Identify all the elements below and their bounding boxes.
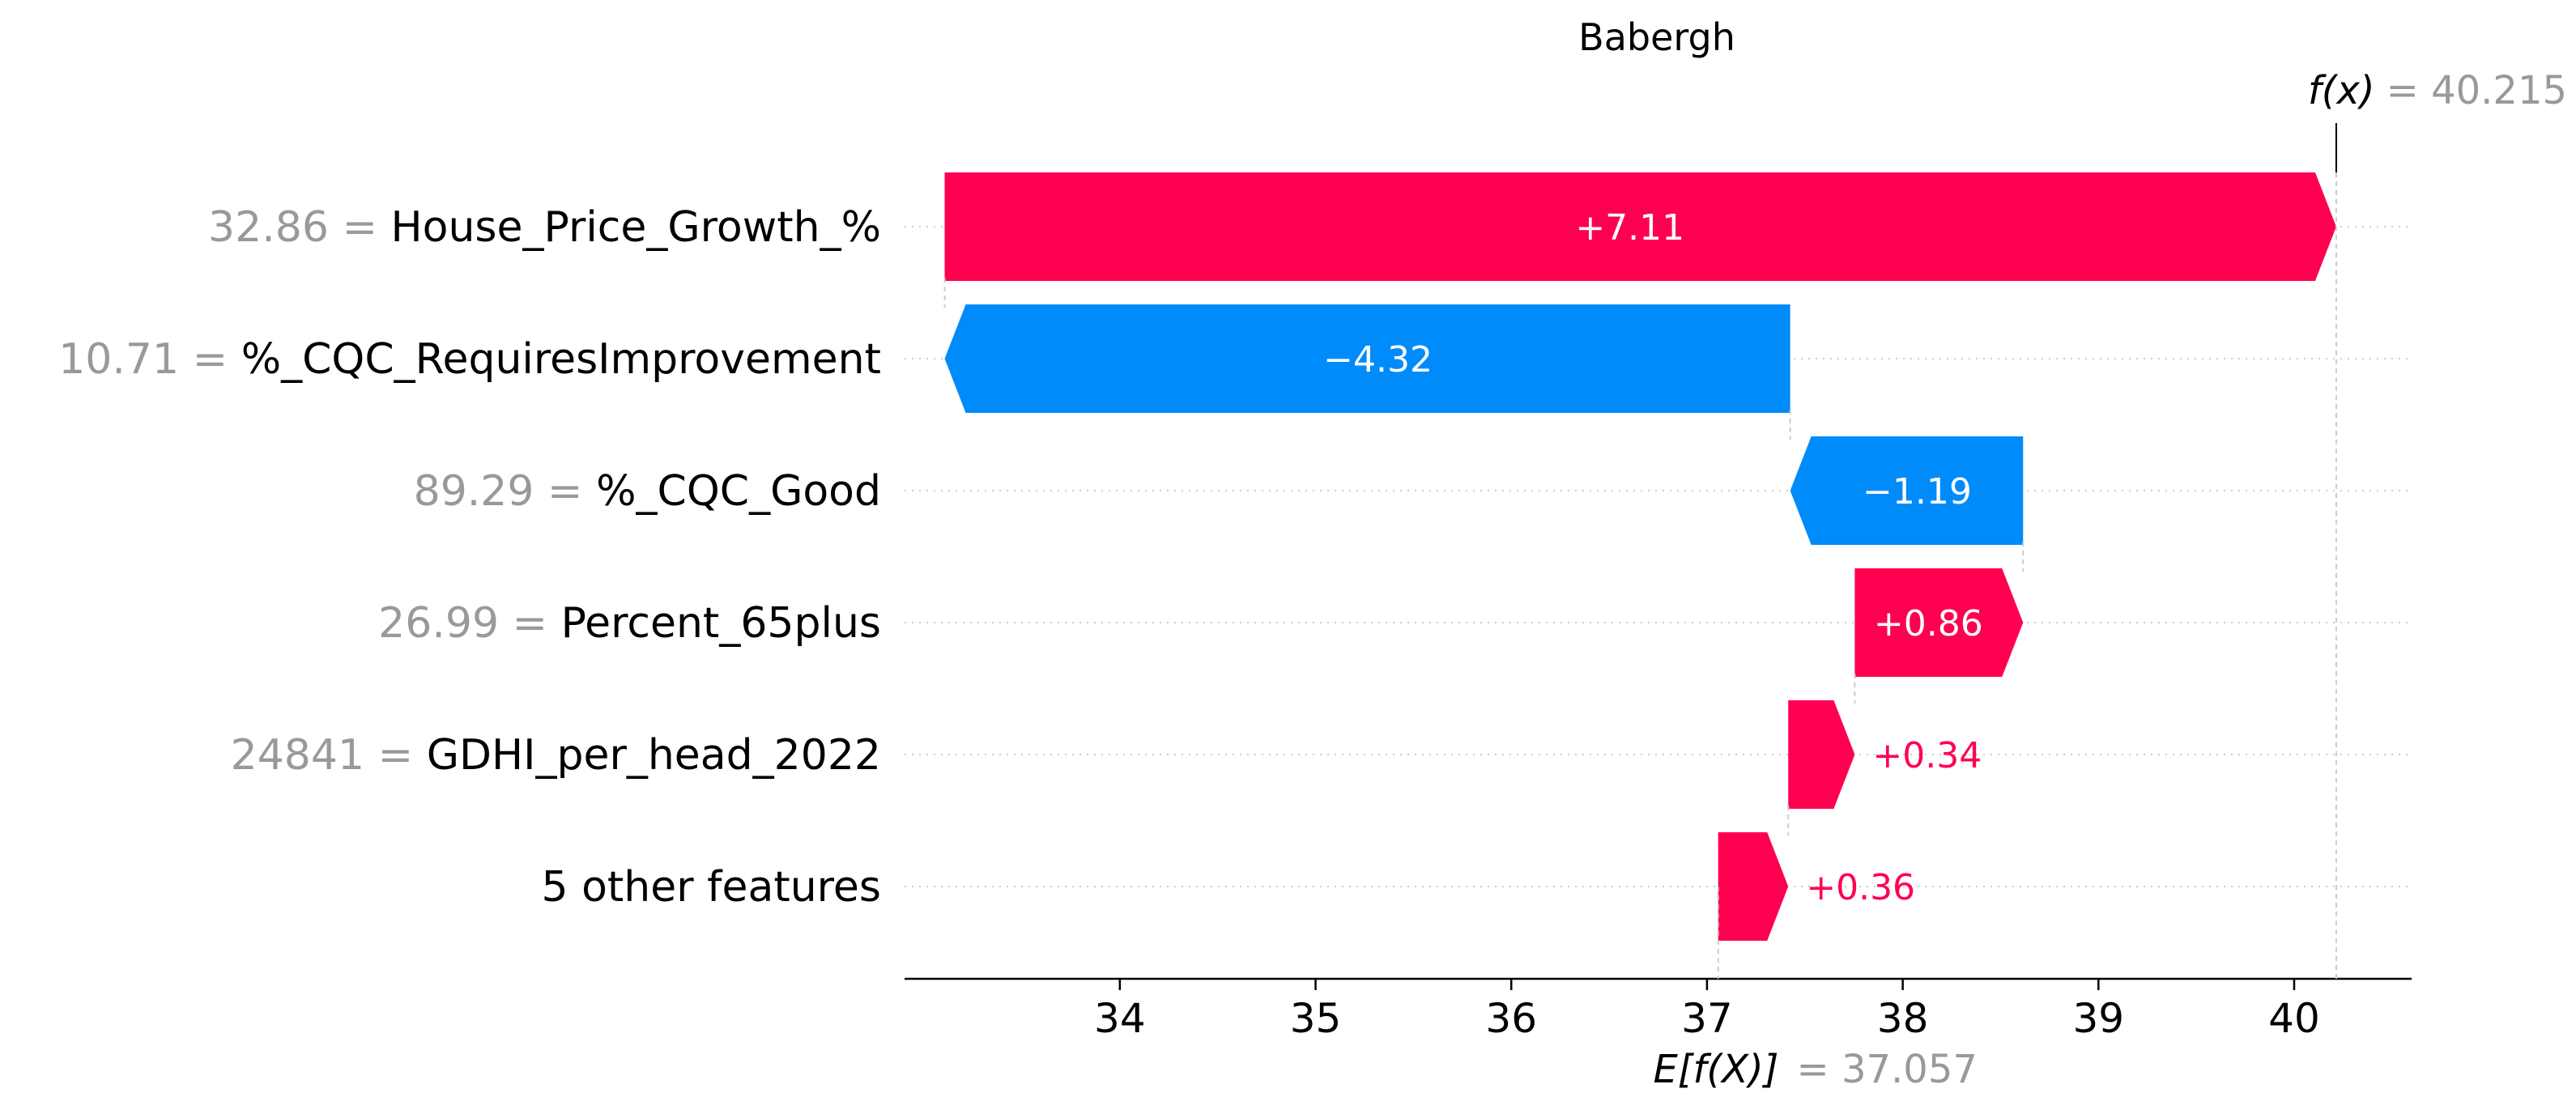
bar-value-label: +0.34	[1872, 735, 1982, 776]
feature-label: 24841 = GDHI_per_head_2022	[231, 731, 881, 780]
x-tick-label: 36	[1485, 995, 1537, 1042]
feature-name: %_CQC_Good	[596, 467, 881, 516]
bar-value-label: +0.36	[1806, 867, 1915, 908]
feature-label: 10.71 = %_CQC_RequiresImprovement	[58, 335, 881, 384]
x-tick-label: 40	[2268, 995, 2320, 1042]
bar-negative	[944, 304, 1790, 413]
bar-positive	[1854, 568, 2024, 677]
feature-value: 26.99 =	[378, 599, 561, 648]
feature-bars: +7.11 −4.32 −1.19 +0.86 +0.34 +0.36	[944, 172, 2336, 941]
feature-value: 10.71 =	[58, 335, 241, 384]
bar-negative	[1790, 436, 2024, 545]
output-value-name: f(x)	[2308, 68, 2375, 113]
chart-title: Babergh	[1578, 15, 1735, 59]
x-axis: 34 35 36 37 38 39 40	[905, 977, 2412, 1042]
x-tick-label: 37	[1681, 995, 1733, 1042]
x-tick-label: 39	[2072, 995, 2124, 1042]
bar-positive	[1788, 700, 1855, 809]
feature-label: 89.29 = %_CQC_Good	[414, 467, 881, 516]
x-tick-label: 38	[1877, 995, 1929, 1042]
feature-name: 5 other features	[541, 863, 881, 912]
output-value-label: f(x) = 40.215	[2308, 68, 2567, 113]
bar-positive	[944, 172, 2336, 281]
feature-label: 26.99 = Percent_65plus	[378, 599, 881, 648]
feature-value: 89.29 =	[414, 467, 597, 516]
x-tick-label: 34	[1094, 995, 1146, 1042]
feature-label: 5 other features	[541, 863, 881, 912]
bar-value-label: −1.19	[1863, 471, 1972, 512]
value-annotations: E[f(X)] = 37.057 f(x) = 40.215	[943, 68, 2567, 1092]
feature-name: Percent_65plus	[561, 599, 881, 648]
feature-name: GDHI_per_head_2022	[427, 731, 881, 780]
feature-label: 32.86 = House_Price_Growth_%	[208, 203, 881, 252]
bar-value-label: +0.86	[1874, 603, 1983, 644]
x-tick-label: 35	[1290, 995, 1342, 1042]
base-value-name: E[f(X)]	[1653, 1047, 1778, 1092]
bar-positive	[1718, 832, 1789, 941]
base-value-label: E[f(X)] = 37.057	[1653, 1047, 1977, 1092]
feature-value: 32.86 =	[208, 203, 391, 252]
bar-value-label: −4.32	[1323, 339, 1433, 381]
output-value-number: = 40.215	[2387, 68, 2567, 113]
feature-name: %_CQC_RequiresImprovement	[241, 335, 881, 384]
base-value-number: = 37.057	[1796, 1047, 1977, 1092]
feature-rows: 32.86 = House_Price_Growth_% 10.71 = %_CQ…	[58, 203, 2412, 912]
bar-value-label: +7.11	[1575, 207, 1684, 249]
feature-value: 24841 =	[231, 731, 427, 780]
feature-name: House_Price_Growth_%	[391, 203, 881, 252]
